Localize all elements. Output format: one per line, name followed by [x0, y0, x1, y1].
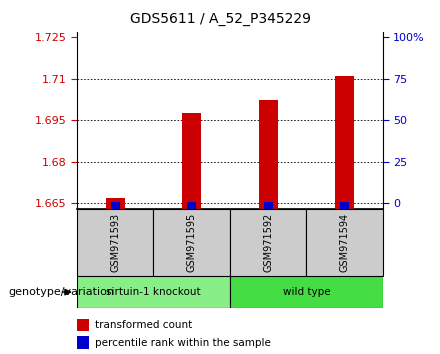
Text: percentile rank within the sample: percentile rank within the sample — [95, 338, 271, 348]
Text: GSM971592: GSM971592 — [263, 213, 273, 272]
Bar — [187, 202, 196, 209]
Bar — [182, 113, 201, 209]
Text: wild type: wild type — [282, 287, 330, 297]
Text: transformed count: transformed count — [95, 320, 193, 330]
Bar — [230, 276, 383, 308]
Bar — [106, 198, 125, 209]
Bar — [77, 336, 89, 349]
Text: GDS5611 / A_52_P345229: GDS5611 / A_52_P345229 — [129, 12, 311, 27]
Bar — [110, 202, 120, 209]
Bar — [259, 99, 278, 209]
Text: genotype/variation: genotype/variation — [9, 287, 115, 297]
Bar — [230, 209, 306, 276]
Bar — [335, 76, 354, 209]
Text: sirtuin-1 knockout: sirtuin-1 knockout — [106, 287, 201, 297]
Bar — [264, 202, 273, 209]
Text: GSM971593: GSM971593 — [110, 213, 120, 272]
Bar — [340, 202, 349, 209]
Bar — [306, 209, 383, 276]
Text: GSM971595: GSM971595 — [187, 213, 197, 272]
Bar — [154, 209, 230, 276]
Text: GSM971594: GSM971594 — [340, 213, 349, 272]
Bar — [77, 276, 230, 308]
Bar — [77, 319, 89, 331]
Bar — [77, 209, 154, 276]
